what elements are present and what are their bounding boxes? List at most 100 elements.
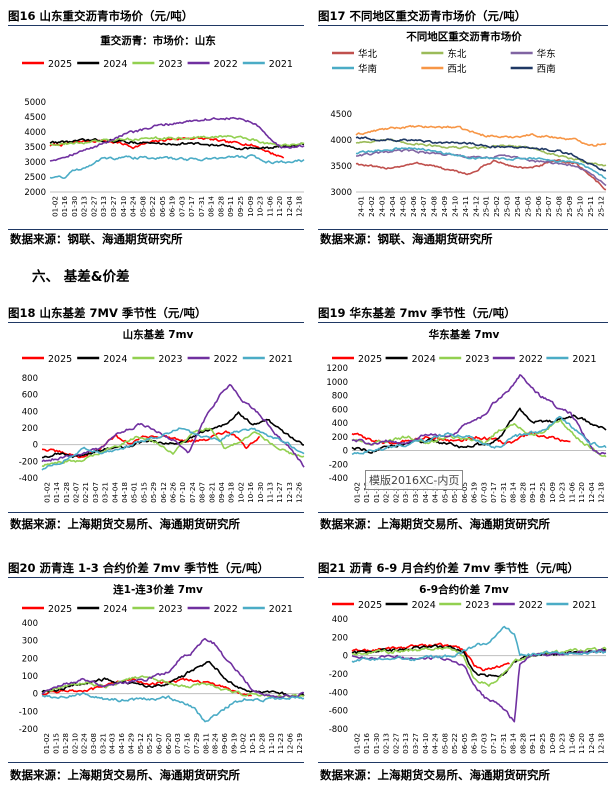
fig19-x-tick: 07-31 <box>499 482 508 503</box>
fig19-x-tick: 02-13 <box>382 482 391 503</box>
fig18-series-2023 <box>41 427 305 468</box>
fig18-y-tick: -400 <box>19 474 38 484</box>
fig21-x-tick: 12-18 <box>597 733 606 754</box>
fig16-x-tick: 03-13 <box>99 196 108 217</box>
fig21-x-tick: 01-16 <box>362 733 371 754</box>
fig19-source: 数据来源：上海期货交易所、海通期货研究所 <box>320 517 550 531</box>
fig20-x-tick: 12-19 <box>295 733 304 754</box>
fig19-x-tick: 12-18 <box>597 482 606 503</box>
fig20-legend-label: 2022 <box>214 604 238 615</box>
fig21-legend-label: 2025 <box>358 600 382 611</box>
fig20-y-tick: -100 <box>19 707 38 717</box>
fig16-x-tick: 09-25 <box>236 196 245 217</box>
fig19-legend-item: 2023 <box>439 354 489 365</box>
fig18-x-tick: 03-07 <box>91 482 100 503</box>
fig21-source: 数据来源：上海期货交易所、海通期货研究所 <box>320 768 550 782</box>
fig17-x-tick: 24-08 <box>430 196 439 217</box>
section-heading: 六、 基差&价差 <box>32 269 130 285</box>
fig19-x-tick: 01-16 <box>362 482 371 503</box>
fig18-legend-item: 2022 <box>187 354 238 365</box>
fig16-series-2025 <box>49 136 285 159</box>
fig18-source: 数据来源：上海期货交易所、海通期货研究所 <box>10 517 240 531</box>
fig20-x-tick: 08-11 <box>201 733 210 754</box>
fig19-x-tick: 05-22 <box>450 482 459 503</box>
fig19-x-tick: 02-27 <box>391 482 400 503</box>
fig18-svg: 山东基差 7mv 2025 2024 2023 2022 2021 800 600 400 200… <box>19 328 305 503</box>
fig19-legend-label: 2021 <box>572 354 596 365</box>
fig21-y-tick: 200 <box>332 633 348 643</box>
fig20-title: 连1-连3价差 7mv <box>113 583 203 596</box>
fig18-x-tick: 11-13 <box>266 482 275 503</box>
fig20-x-tick: 07-16 <box>183 733 192 754</box>
fig18-x-tick: 05-01 <box>130 482 139 503</box>
fig17-legend-item: 西南 <box>510 63 556 75</box>
fig18-x-tick: 08-07 <box>198 482 207 503</box>
fig19-series-2021 <box>351 415 607 455</box>
fig20-legend-item: 2022 <box>187 604 238 615</box>
fig16-legend-item: 2022 <box>187 59 238 70</box>
fig18-legend-item: 2024 <box>77 354 127 365</box>
fig17-x-tick: 24-04 <box>388 196 397 217</box>
fig17-legend-item: 华南 <box>332 63 377 75</box>
fig19-x-tick: 03-13 <box>401 482 410 503</box>
fig21-title-rule <box>318 577 608 578</box>
fig19-legend-item: 2025 <box>332 354 382 365</box>
fig17-legend-label: 华北 <box>358 48 378 60</box>
fig18-legend-label: 2021 <box>269 354 293 365</box>
fig20-title-rule <box>8 577 304 578</box>
fig19-y-tick: 200 <box>332 433 348 443</box>
fig18-x-tick: 02-07 <box>71 482 80 503</box>
fig21-x-tick: 01-30 <box>372 733 381 754</box>
fig19-legend-label: 2024 <box>412 354 436 365</box>
fig19-y-tick: 1200 <box>326 364 348 374</box>
fig20-svg: 连1-连3价差 7mv 2025 2024 2023 2022 2021 400 300 200… <box>19 583 305 754</box>
fig18-y-tick: 800 <box>22 374 38 384</box>
fig16-legend-label: 2021 <box>269 59 293 70</box>
fig17-x-tick: 24-07 <box>419 196 428 217</box>
fig16-series-2023 <box>49 134 305 147</box>
fig21-legend-item: 2022 <box>492 600 543 611</box>
fig17-title-rule <box>318 25 608 26</box>
fig19-title: 华东基差 7mv <box>429 328 500 341</box>
fig20-x-tick: 06-07 <box>154 733 163 754</box>
fig21-x-tick: 01-02 <box>352 733 361 754</box>
fig21-legend-label: 2022 <box>519 600 543 611</box>
fig20-x-tick: 05-25 <box>145 733 154 754</box>
fig18-legend-item: 2021 <box>242 354 293 365</box>
fig19-legend-label: 2025 <box>358 354 382 365</box>
fig16-x-tick: 02-13 <box>80 196 89 217</box>
fig21-x-tick: 10-09 <box>548 733 557 754</box>
fig21-series-2024 <box>351 644 607 678</box>
fig16-series-2024 <box>49 138 305 151</box>
fig17-series-西北 <box>355 124 607 147</box>
fig19-x-tick: 08-14 <box>509 482 518 503</box>
fig21-x-tick: 11-06 <box>567 733 576 754</box>
fig19-legend-label: 2023 <box>465 354 489 365</box>
fig21-x-tick: 02-13 <box>382 733 391 754</box>
fig21-x-tick: 06-05 <box>460 733 469 754</box>
fig16-x-tick: 11-06 <box>265 196 274 217</box>
fig17-x-tick: 24-12 <box>471 196 480 217</box>
fig16-x-tick: 08-28 <box>216 196 225 217</box>
fig20-y-tick: 100 <box>22 672 38 682</box>
fig21-legend-label: 2024 <box>412 600 436 611</box>
fig19-x-tick: 10-09 <box>548 482 557 503</box>
fig20-y-tick: 300 <box>22 637 38 647</box>
fig21-legend-label: 2021 <box>572 600 596 611</box>
fig17-series-西南 <box>355 136 607 172</box>
fig19-series-2024 <box>351 407 607 454</box>
fig18-x-tick: 04-04 <box>110 482 119 503</box>
fig20-x-tick: 02-24 <box>80 733 89 754</box>
fig20-y-tick: -200 <box>19 725 38 735</box>
fig19-x-tick: 08-28 <box>518 482 527 503</box>
fig19-legend-item: 2024 <box>385 354 436 365</box>
fig19-x-tick: 04-10 <box>421 482 430 503</box>
fig21-x-tick: 06-19 <box>470 733 479 754</box>
fig16-x-tick: 07-17 <box>187 196 196 217</box>
fig20-x-tick: 03-08 <box>89 733 98 754</box>
fig20-legend-label: 2021 <box>269 604 293 615</box>
fig16-label: 图16 山东重交沥青市场价（元/吨） <box>8 9 194 23</box>
fig21-legend-item: 2023 <box>439 600 489 611</box>
fig17-source: 数据来源：钢联、海通期货研究所 <box>320 232 493 246</box>
fig21-x-tick: 04-24 <box>431 733 440 754</box>
